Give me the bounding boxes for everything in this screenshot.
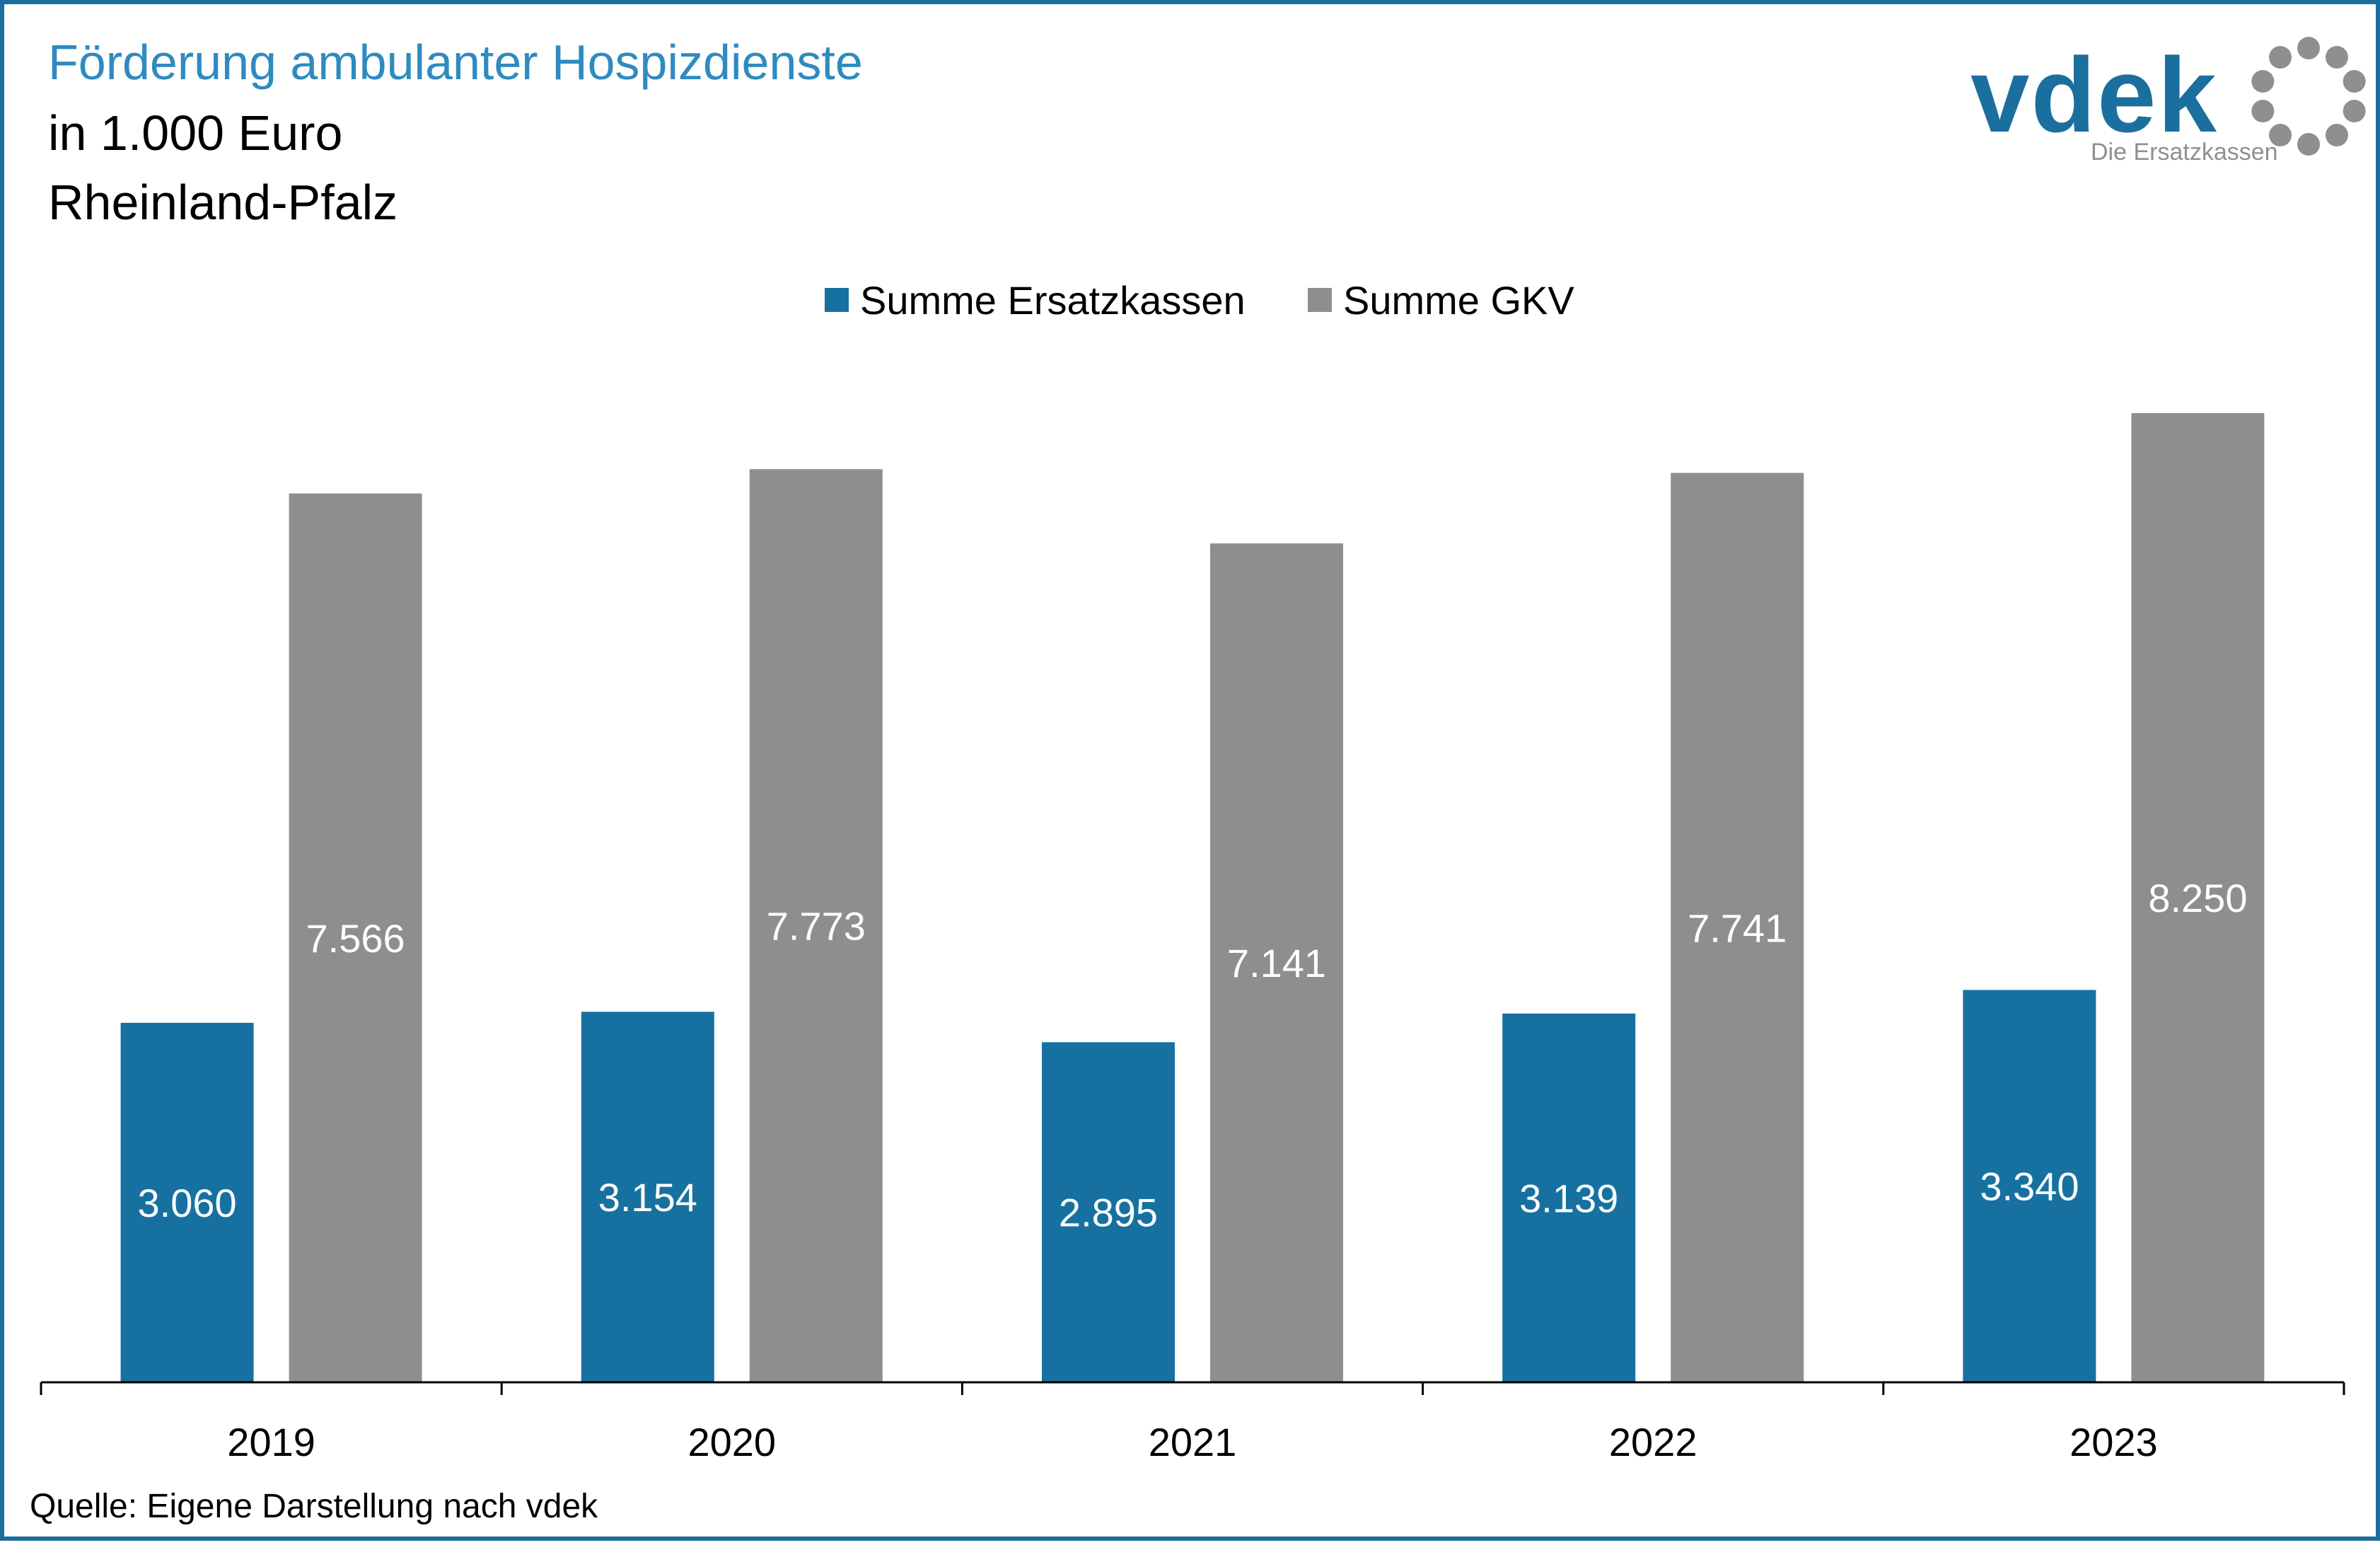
legend-label-gkv: Summe GKV	[1343, 277, 1574, 323]
data-label-gkv-2022: 7.741	[1688, 905, 1787, 950]
logo-ring-dot	[2325, 124, 2348, 147]
data-label-ersatzkassen-2019: 3.060	[138, 1181, 237, 1225]
logo-ring-dot	[2251, 100, 2275, 123]
data-label-gkv-2020: 7.773	[767, 904, 866, 949]
chart-region: Rheinland-Pfalz	[48, 175, 398, 230]
bar-gkv-2020	[749, 469, 883, 1382]
data-label-gkv-2021: 7.141	[1227, 941, 1326, 985]
vdek-logo: vdek Die Ersatzkassen	[1970, 35, 2366, 166]
bar-gkv-2022	[1671, 473, 1804, 1382]
x-tick-label-2020: 2020	[688, 1420, 777, 1464]
bar-gkv-2023	[2131, 413, 2265, 1382]
x-tick-label-2021: 2021	[1149, 1420, 1237, 1464]
bar-ersatzkassen-2019	[120, 1022, 254, 1382]
logo-ring-dot	[2269, 124, 2292, 147]
logo-ring-dot	[2269, 45, 2292, 69]
chart-legend: Summe Ersatzkassen Summe GKV	[4, 272, 2376, 328]
data-label-gkv-2019: 7.566	[306, 916, 405, 961]
source-note: Quelle: Eigene Darstellung nach vdek	[30, 1488, 598, 1525]
data-label-ersatzkassen-2022: 3.139	[1519, 1176, 1618, 1220]
logo-ring-icon	[2251, 37, 2366, 156]
bar-chart: 3.060 7.566 2019 3.154 7.773 2020 2.895 7.141 20…	[40, 413, 2345, 1464]
logo-ring-dot	[2343, 100, 2366, 123]
logo-ring-dot	[2297, 37, 2320, 59]
logo-ring-dot	[2325, 45, 2348, 69]
legend-label-ersatzkassen: Summe Ersatzkassen	[860, 277, 1246, 323]
logo-ring-dot	[2343, 69, 2366, 93]
bar-gkv-2019	[289, 493, 422, 1382]
logo-tagline: Die Ersatzkassen	[2091, 139, 2278, 166]
data-label-ersatzkassen-2023: 3.340	[1980, 1164, 2079, 1209]
legend-item-gkv: Summe GKV	[1308, 272, 1574, 328]
logo-wordmark: vdek	[1970, 35, 2218, 154]
x-tick-label-2022: 2022	[1609, 1420, 1697, 1464]
bar-ersatzkassen-2023	[1963, 990, 2096, 1382]
bar-ersatzkassen-2022	[1502, 1013, 1636, 1382]
legend-item-ersatzkassen: Summe Ersatzkassen	[825, 272, 1246, 328]
data-label-ersatzkassen-2021: 2.895	[1059, 1191, 1158, 1235]
chart-title: Förderung ambulanter Hospizdienste	[48, 35, 863, 90]
legend-swatch-gkv	[1308, 288, 1332, 312]
data-label-ersatzkassen-2020: 3.154	[598, 1175, 697, 1220]
logo-ring-dot	[2297, 133, 2320, 156]
bar-gkv-2021	[1210, 543, 1343, 1383]
x-tick-label-2023: 2023	[2070, 1420, 2158, 1464]
logo-ring-dot	[2251, 69, 2275, 93]
data-label-gkv-2023: 8.250	[2148, 876, 2247, 920]
legend-swatch-ersatzkassen	[825, 288, 849, 312]
bar-ersatzkassen-2020	[581, 1012, 714, 1382]
bar-ersatzkassen-2021	[1042, 1042, 1175, 1382]
x-tick-label-2019: 2019	[227, 1420, 315, 1464]
chart-subtitle: in 1.000 Euro	[48, 105, 343, 161]
